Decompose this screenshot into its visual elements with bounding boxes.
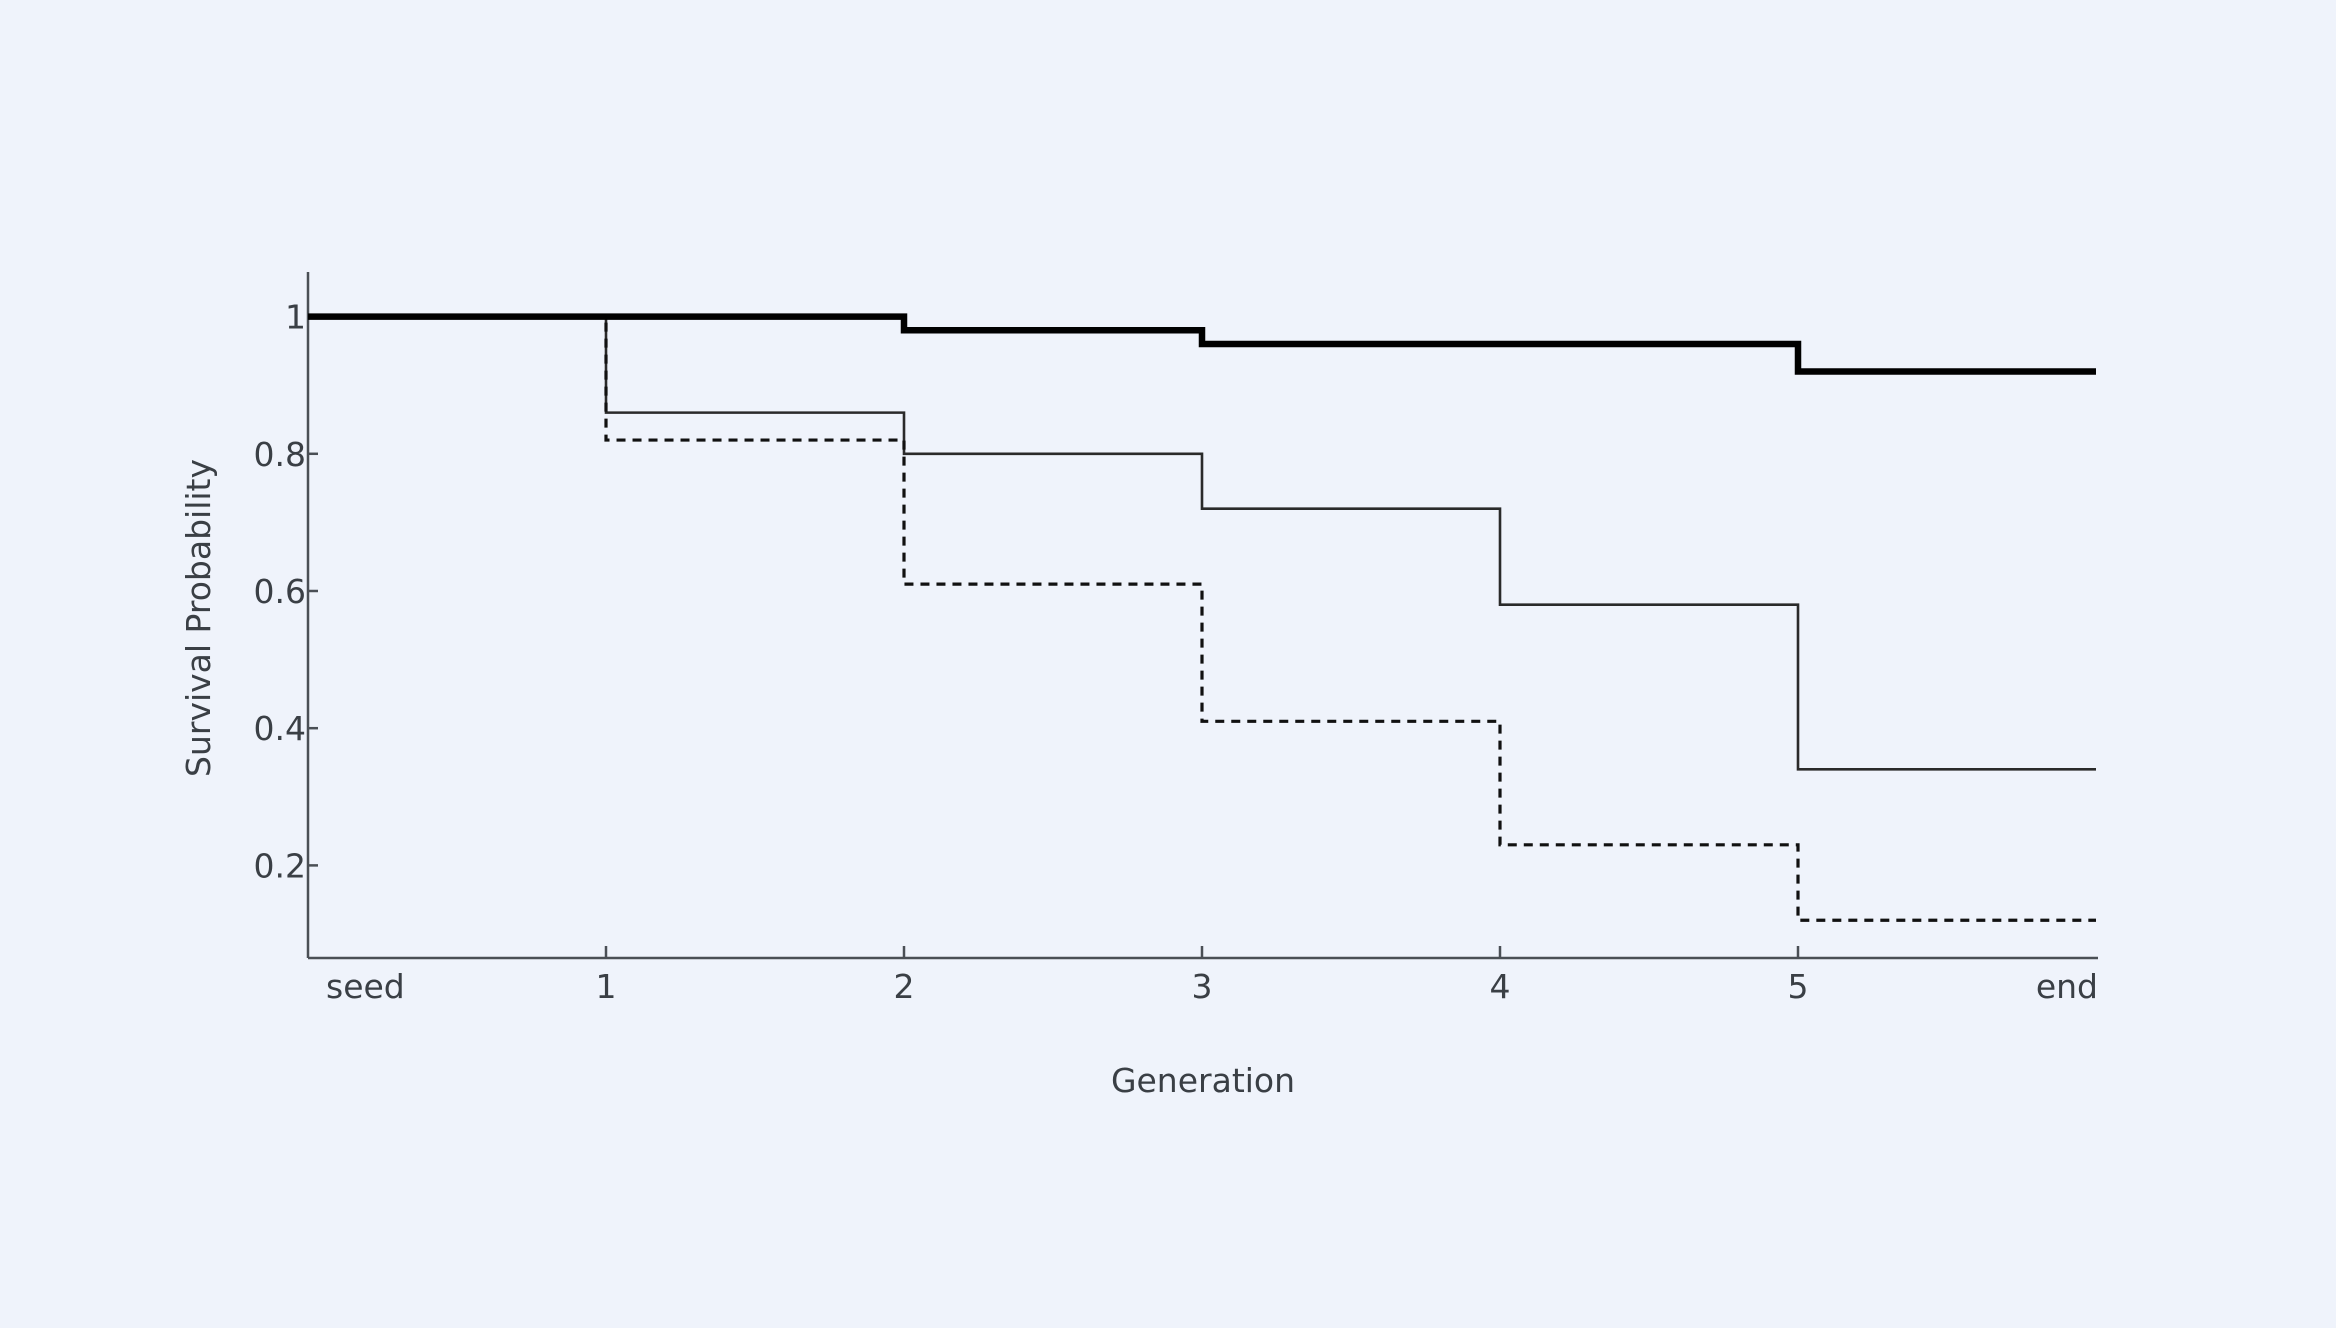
x-tick-label: 3 [1192, 967, 1213, 1006]
x-tick-label: 4 [1490, 967, 1511, 1006]
series-layer [308, 313, 2096, 922]
y-tick-label: 1 [285, 298, 306, 337]
x-ticks: seed 1 2 3 4 5 end [326, 946, 2098, 1006]
series-line-3 [308, 314, 2096, 922]
y-axis-title: Survival Probability [179, 459, 218, 777]
series-line-2 [308, 315, 2096, 771]
x-tick-label: 2 [894, 967, 915, 1006]
x-tick-label: 1 [596, 967, 617, 1006]
x-tick-label: end [2036, 967, 2098, 1006]
series-line-1 [308, 313, 2096, 375]
x-axis-title: Generation [1111, 1061, 1295, 1100]
y-ticks: 0.2 0.4 0.6 0.8 1 [254, 298, 318, 885]
y-tick-label: 0.8 [254, 435, 306, 474]
y-tick-label: 0.2 [254, 846, 306, 885]
y-tick-label: 0.6 [254, 572, 306, 611]
x-tick-label: seed [326, 967, 405, 1006]
y-tick-label: 0.4 [254, 709, 306, 748]
x-tick-label: 5 [1788, 967, 1809, 1006]
